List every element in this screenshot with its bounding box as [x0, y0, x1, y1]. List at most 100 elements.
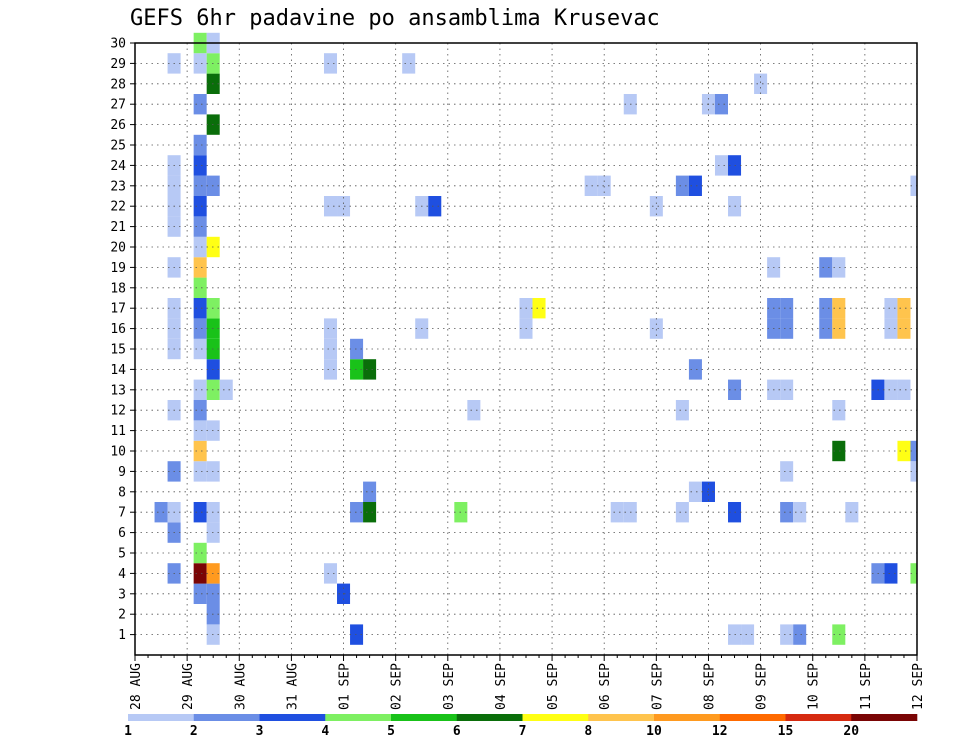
- x-tick-label-1: 29 AUG: [181, 663, 196, 710]
- cell-m7-t14: [350, 502, 364, 523]
- cell-m20-t2: [193, 236, 207, 258]
- y-tick-label-17: 17: [110, 302, 126, 317]
- cell-m23-t32: [584, 175, 598, 196]
- cell-m14-t14: [350, 359, 364, 380]
- x-tick-label-4: 01 SEP: [338, 663, 353, 710]
- cell-m7-t48: [793, 502, 807, 523]
- cell-m24-t2: [193, 155, 207, 176]
- cell-m1-t14: [350, 624, 364, 645]
- cell-m8-t15: [363, 481, 377, 502]
- cell-m29-t18: [402, 53, 416, 74]
- cell-m17-t51: [832, 298, 846, 319]
- y-tick-label-7: 7: [118, 506, 126, 521]
- y-tick-label-1: 1: [118, 628, 126, 643]
- x-tick-label-2: 30 AUG: [233, 663, 248, 710]
- colorbar-swatch-10: [785, 714, 852, 721]
- cell-m22-t2: [193, 196, 207, 217]
- cell-m17-t56: [897, 298, 911, 319]
- cell-m23-t57: [910, 175, 917, 196]
- cell-m12-t23: [467, 400, 481, 421]
- colorbar-swatch-4: [391, 714, 458, 721]
- y-tick-label-19: 19: [110, 261, 126, 276]
- colorbar-swatch-6: [522, 714, 589, 721]
- y-tick-label-20: 20: [110, 241, 126, 256]
- colorbar-label-1: 1: [124, 724, 132, 739]
- y-axis: 1234567891011121314151617181920212223242…: [110, 37, 135, 643]
- cell-m15-t12: [323, 338, 338, 360]
- cell-m7-t47: [780, 502, 794, 523]
- cell-m22-t13: [337, 196, 351, 217]
- cell-m4-t2: [193, 563, 207, 584]
- cell-m9-t47: [780, 461, 794, 482]
- cell-m23-t2: [193, 175, 207, 196]
- cell-m15-t14: [350, 338, 364, 360]
- grid-layer: [135, 42, 917, 655]
- y-tick-label-18: 18: [110, 281, 126, 296]
- colorbar-swatch-9: [719, 714, 786, 721]
- cell-m4-t12: [323, 563, 338, 584]
- cell-m4-t57: [910, 563, 917, 584]
- y-tick-label-28: 28: [110, 77, 126, 92]
- cell-m10-t56: [897, 440, 911, 462]
- cell-m7-t52: [845, 502, 859, 523]
- cell-m7-t2: [193, 502, 207, 523]
- colorbar-swatch-1: [193, 714, 260, 721]
- colorbar-label-7: 7: [519, 724, 527, 739]
- x-tick-label-14: 11 SEP: [859, 663, 874, 710]
- cell-m7-t-1: [154, 502, 168, 523]
- cell-m16-t47: [780, 318, 794, 339]
- cell-m14-t12: [323, 359, 338, 380]
- cell-m12-t39: [675, 400, 689, 421]
- x-tick-label-3: 31 AUG: [285, 663, 300, 710]
- cell-m13-t47: [780, 379, 794, 400]
- cell-m1-t47: [780, 624, 794, 645]
- colorbar-swatch-5: [456, 714, 523, 721]
- cell-m19-t2: [193, 257, 207, 278]
- y-tick-label-22: 22: [110, 200, 126, 215]
- y-tick-label-12: 12: [110, 404, 126, 419]
- x-tick-label-0: 28 AUG: [129, 663, 144, 710]
- cell-m12-t51: [832, 400, 846, 421]
- y-tick-label-21: 21: [110, 220, 126, 235]
- cell-m10-t51: [832, 440, 846, 462]
- cell-m16-t50: [819, 318, 833, 339]
- cell-m9-t2: [193, 461, 207, 482]
- y-tick-label-5: 5: [118, 547, 126, 562]
- chart-title: GEFS 6hr padavine po ansamblima Krusevac: [130, 6, 660, 31]
- cell-m16-t51: [832, 318, 846, 339]
- y-tick-label-15: 15: [110, 343, 126, 358]
- x-tick-label-8: 05 SEP: [546, 663, 561, 710]
- cell-m16-t2: [193, 318, 207, 339]
- x-tick-label-7: 04 SEP: [494, 663, 509, 710]
- cell-m10-t57: [910, 440, 917, 462]
- colorbar-swatch-11: [851, 714, 918, 721]
- y-tick-label-2: 2: [118, 608, 126, 623]
- colorbar-label-10: 10: [646, 724, 662, 739]
- y-tick-label-4: 4: [118, 567, 126, 582]
- colorbar-label-4: 4: [321, 724, 329, 739]
- y-tick-label-8: 8: [118, 485, 126, 500]
- cell-m27-t42: [714, 94, 729, 115]
- cell-m7-t34: [610, 502, 624, 523]
- cell-m17-t2: [193, 298, 207, 319]
- cell-m16-t37: [649, 318, 663, 339]
- cell-m13-t56: [897, 379, 911, 400]
- cell-m24-t42: [714, 155, 729, 176]
- cell-m22-t37: [649, 196, 663, 217]
- cell-m29-t12: [323, 53, 338, 74]
- cell-m3-t2: [193, 583, 207, 604]
- cell-m1-t48: [793, 624, 807, 645]
- x-tick-label-15: 12 SEP: [911, 663, 926, 710]
- y-tick-label-16: 16: [110, 322, 126, 337]
- cell-m13-t55: [884, 379, 898, 400]
- y-tick-label-6: 6: [118, 526, 126, 541]
- cell-m17-t55: [884, 298, 898, 319]
- cell-m17-t50: [819, 298, 833, 319]
- cell-m17-t28: [532, 298, 546, 319]
- colorbar: 1 2 3 4 5 6 7 8 10 12 15 20: [124, 714, 918, 739]
- cell-m16-t55: [884, 318, 898, 339]
- colorbar-swatch-7: [588, 714, 655, 721]
- cell-m23-t40: [688, 175, 702, 196]
- y-tick-label-3: 3: [118, 587, 126, 602]
